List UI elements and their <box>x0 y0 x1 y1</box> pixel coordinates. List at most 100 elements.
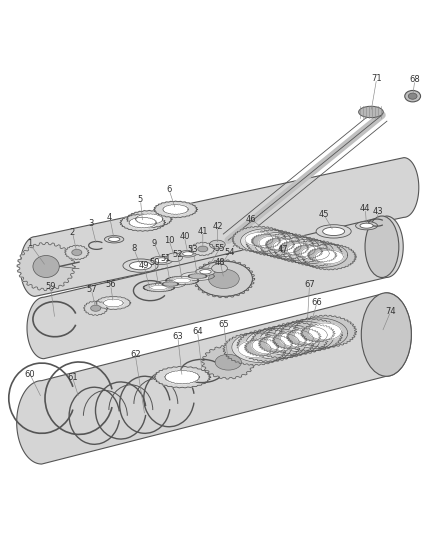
Polygon shape <box>314 250 343 264</box>
Text: 44: 44 <box>359 204 370 213</box>
Polygon shape <box>95 296 131 310</box>
Polygon shape <box>190 242 215 256</box>
Text: 66: 66 <box>311 298 321 307</box>
Text: 9: 9 <box>152 239 157 248</box>
Polygon shape <box>187 273 207 279</box>
Text: 1: 1 <box>27 239 32 248</box>
Polygon shape <box>273 321 333 352</box>
Polygon shape <box>161 282 179 286</box>
Text: 68: 68 <box>409 76 419 84</box>
Text: 8: 8 <box>131 245 136 253</box>
Text: 5: 5 <box>138 195 143 204</box>
Polygon shape <box>252 337 284 354</box>
Polygon shape <box>120 214 165 231</box>
Text: 50: 50 <box>149 257 159 266</box>
Polygon shape <box>238 341 270 358</box>
Text: 41: 41 <box>197 227 208 236</box>
Text: 62: 62 <box>130 350 140 359</box>
Text: 10: 10 <box>163 236 174 245</box>
Polygon shape <box>254 232 305 257</box>
Text: 4: 4 <box>107 213 112 222</box>
Ellipse shape <box>404 91 420 102</box>
Polygon shape <box>272 332 306 349</box>
Ellipse shape <box>150 256 172 264</box>
Polygon shape <box>272 239 300 253</box>
Polygon shape <box>258 335 292 353</box>
Polygon shape <box>153 366 210 388</box>
Text: 71: 71 <box>371 74 381 83</box>
Ellipse shape <box>215 354 241 370</box>
Ellipse shape <box>208 269 239 288</box>
Polygon shape <box>282 239 333 264</box>
Ellipse shape <box>211 264 227 273</box>
Text: 43: 43 <box>372 207 383 216</box>
Polygon shape <box>265 322 328 355</box>
Polygon shape <box>17 243 75 290</box>
Polygon shape <box>128 217 156 228</box>
Ellipse shape <box>315 225 350 238</box>
Text: 42: 42 <box>212 222 223 231</box>
Ellipse shape <box>359 223 372 228</box>
Polygon shape <box>135 214 163 224</box>
Ellipse shape <box>182 252 193 256</box>
Text: 53: 53 <box>187 245 198 254</box>
Ellipse shape <box>364 216 398 278</box>
Polygon shape <box>293 245 322 259</box>
Text: 45: 45 <box>318 210 328 219</box>
Ellipse shape <box>104 236 124 243</box>
Polygon shape <box>288 240 341 266</box>
Text: 57: 57 <box>86 285 96 294</box>
Polygon shape <box>287 318 347 349</box>
Polygon shape <box>259 325 319 356</box>
Polygon shape <box>246 230 299 256</box>
Ellipse shape <box>108 237 120 241</box>
Ellipse shape <box>33 255 59 278</box>
Polygon shape <box>91 305 100 311</box>
Text: 52: 52 <box>172 249 183 259</box>
Polygon shape <box>17 293 410 464</box>
Polygon shape <box>173 278 191 283</box>
Polygon shape <box>244 338 278 356</box>
Polygon shape <box>65 245 88 260</box>
Ellipse shape <box>123 259 158 272</box>
Text: 59: 59 <box>45 282 56 291</box>
Polygon shape <box>198 246 207 252</box>
Ellipse shape <box>155 258 168 263</box>
Polygon shape <box>279 241 308 255</box>
Text: 67: 67 <box>304 280 314 289</box>
Polygon shape <box>150 286 167 290</box>
Polygon shape <box>83 301 108 316</box>
Polygon shape <box>201 345 254 379</box>
Polygon shape <box>153 201 197 218</box>
Polygon shape <box>294 327 326 343</box>
Polygon shape <box>302 244 355 270</box>
Polygon shape <box>293 315 356 348</box>
Polygon shape <box>268 236 319 260</box>
Polygon shape <box>180 272 214 280</box>
Polygon shape <box>245 328 305 359</box>
Ellipse shape <box>358 106 382 118</box>
Ellipse shape <box>195 268 215 276</box>
Polygon shape <box>258 236 286 249</box>
Ellipse shape <box>322 227 344 236</box>
Polygon shape <box>260 233 313 260</box>
Text: 74: 74 <box>385 307 395 316</box>
Polygon shape <box>308 323 340 340</box>
Polygon shape <box>20 158 418 296</box>
Polygon shape <box>286 328 320 345</box>
Ellipse shape <box>360 293 410 376</box>
Polygon shape <box>27 216 402 359</box>
Polygon shape <box>280 330 312 347</box>
Text: 55: 55 <box>214 245 224 253</box>
Polygon shape <box>193 260 254 298</box>
Ellipse shape <box>166 253 182 262</box>
Polygon shape <box>103 299 123 307</box>
Text: 51: 51 <box>160 254 171 263</box>
Polygon shape <box>232 226 285 252</box>
Polygon shape <box>251 326 314 358</box>
Polygon shape <box>307 248 336 262</box>
Text: 46: 46 <box>245 215 256 223</box>
Polygon shape <box>223 333 286 365</box>
Text: 49: 49 <box>138 261 149 270</box>
Text: 61: 61 <box>67 373 78 382</box>
